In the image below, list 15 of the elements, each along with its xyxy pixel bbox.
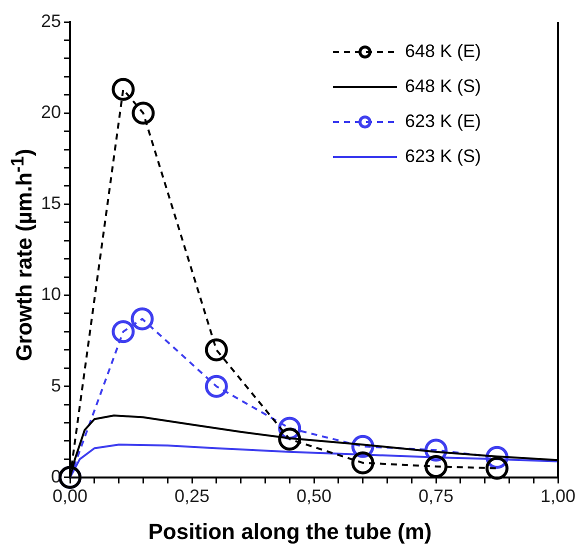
y-tick-label: 5 [51,375,62,396]
x-tick-label: 0,75 [418,486,454,506]
legend-label: 623 K (E) [405,110,482,131]
x-tick-label: 0,25 [174,486,210,506]
x-tick-label: 0,50 [296,486,332,506]
x-axis-title: Position along the tube (m) [147,519,433,545]
y-tick-label: 25 [40,10,62,31]
legend-label: 648 K (S) [405,76,482,96]
x-tick-label: 1,00 [540,486,576,506]
y-tick-label: 15 [40,193,62,214]
x-tick-label: 0,00 [52,486,88,506]
legend-label: 648 K (E) [405,40,482,61]
y-tick-label: 10 [40,284,62,304]
y-tick-label: 20 [40,102,62,122]
legend-label: 623 K (S) [405,146,482,166]
